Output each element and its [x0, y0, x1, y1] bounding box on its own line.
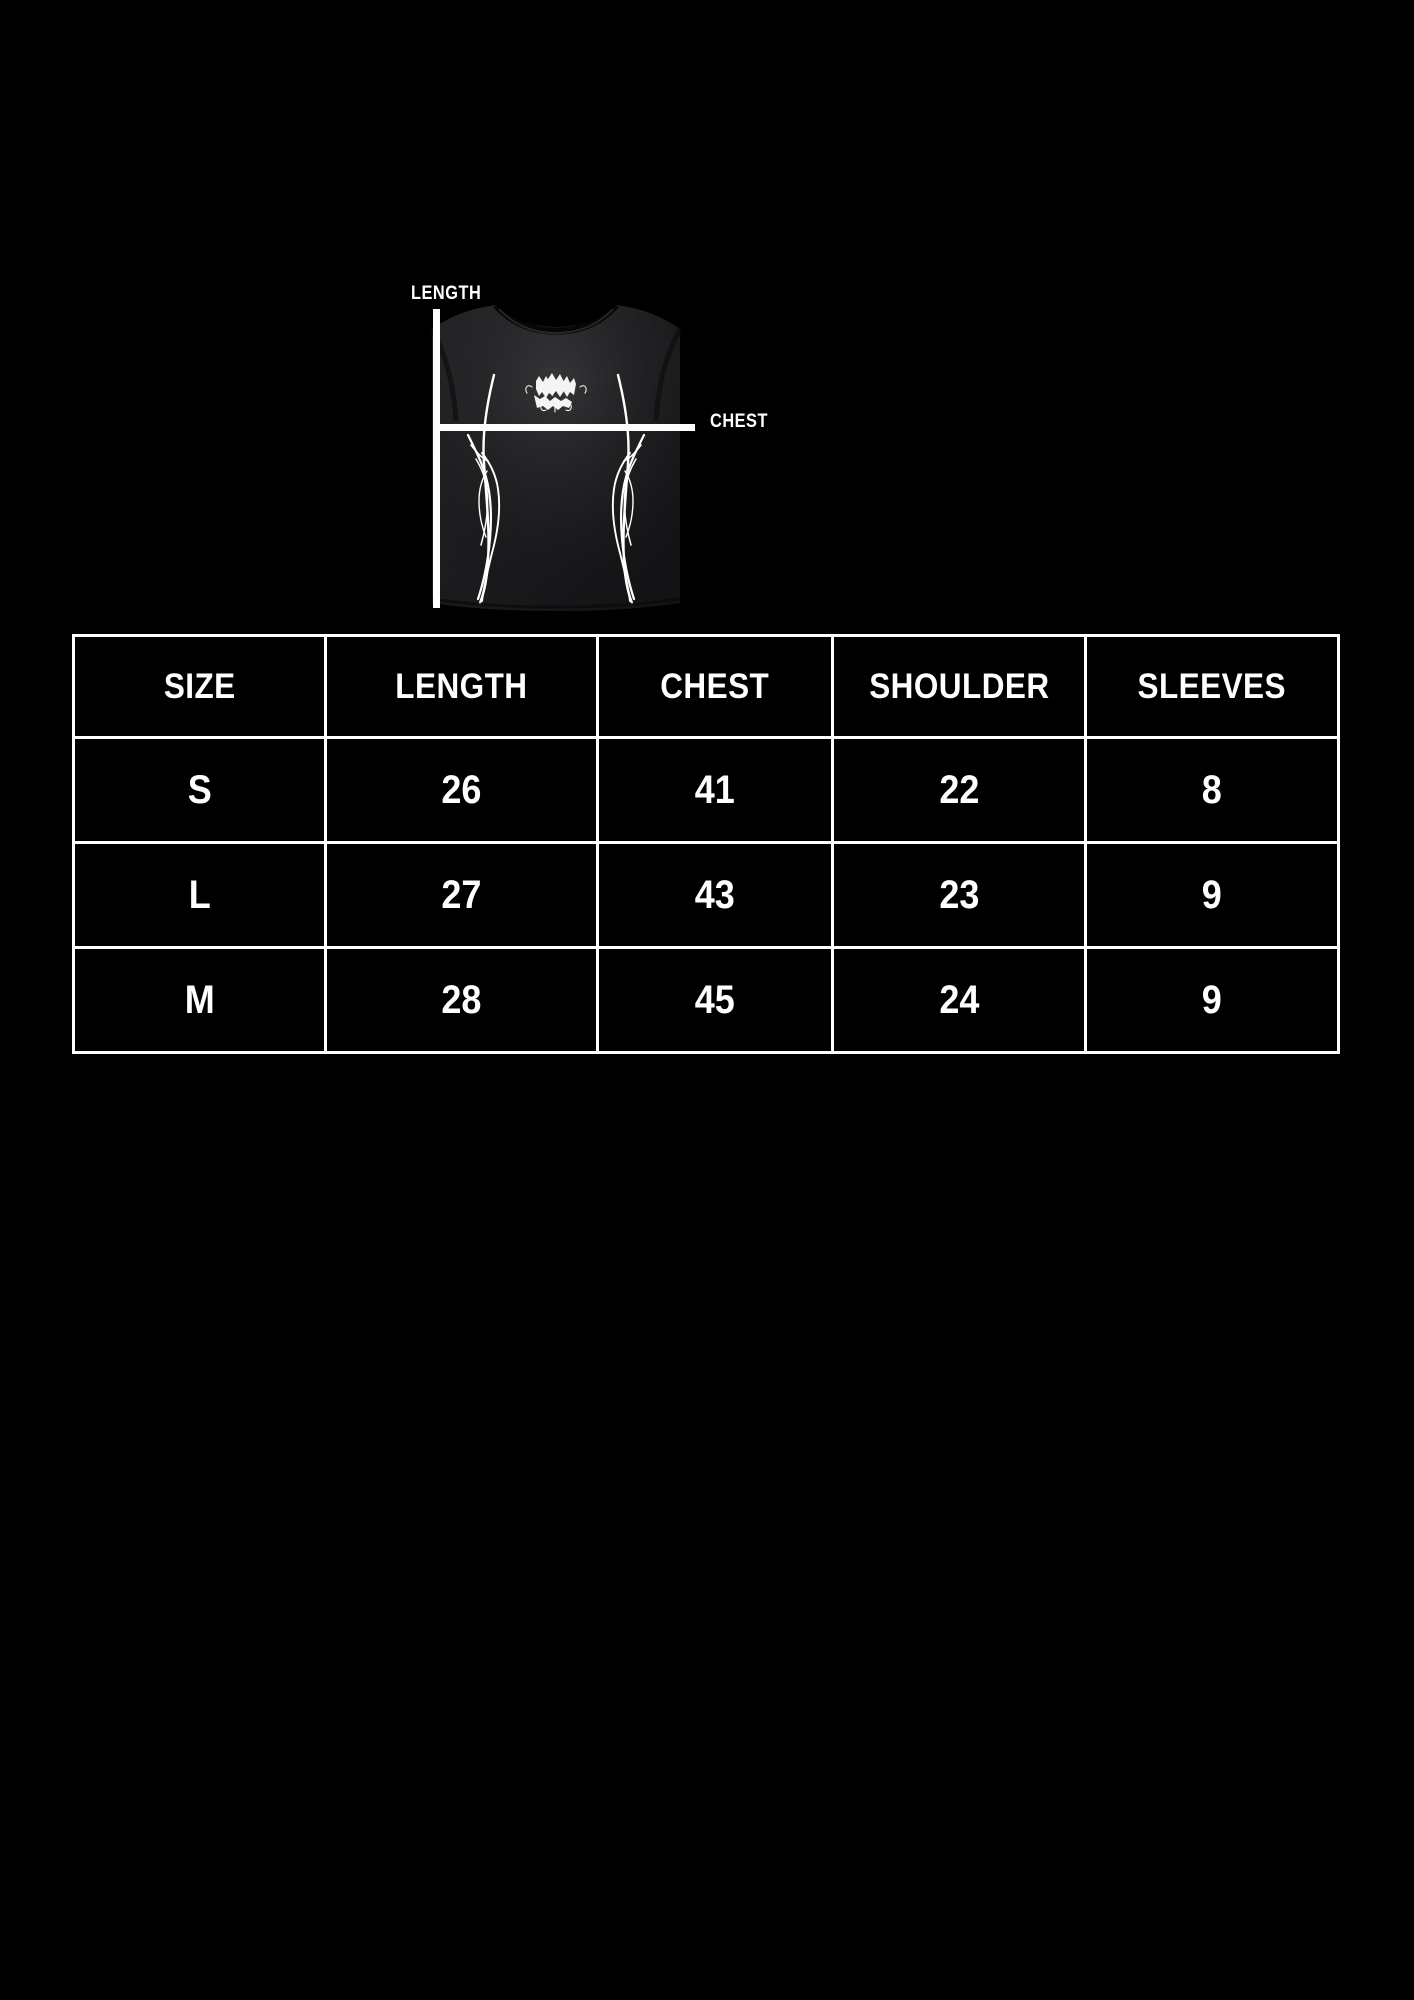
- cell-size: S: [71, 736, 328, 844]
- length-label: LENGTH: [411, 283, 482, 304]
- table-row: M 28 45 24 9: [71, 946, 1340, 1054]
- garment-illustration: [424, 303, 689, 613]
- cell-shoulder: 22: [830, 736, 1088, 844]
- table-row: S 26 41 22 8: [71, 736, 1340, 844]
- sleeveless-tee-graphic: [429, 303, 683, 611]
- tribal-flame-left: [466, 373, 501, 605]
- cell-sleeves: 9: [1084, 841, 1340, 949]
- hem-line: [431, 597, 681, 609]
- shirt-sheen: [432, 305, 680, 611]
- cell-size: L: [71, 841, 328, 949]
- table-header-row: SIZE LENGTH CHEST SHOULDER SLEEVES: [71, 634, 1340, 739]
- tribal-flame-right: [611, 373, 646, 605]
- size-chart-table: SIZE LENGTH CHEST SHOULDER SLEEVES S 26: [71, 634, 1340, 1054]
- column-header-length: LENGTH: [324, 634, 600, 739]
- cell-chest: 45: [596, 946, 834, 1054]
- cell-sleeves: 9: [1084, 946, 1340, 1054]
- column-header-chest: CHEST: [596, 634, 834, 739]
- cell-length: 28: [324, 946, 600, 1054]
- chest-label: CHEST: [710, 411, 768, 432]
- neckline: [493, 303, 619, 335]
- cell-shoulder: 24: [830, 946, 1088, 1054]
- cell-shoulder: 23: [830, 841, 1088, 949]
- table-row: L 27 43 23 9: [71, 841, 1340, 949]
- length-measure-line: [433, 309, 440, 608]
- cell-length: 27: [324, 841, 600, 949]
- column-header-shoulder: SHOULDER: [830, 634, 1088, 739]
- chest-logo-graphic: [525, 373, 587, 413]
- cell-sleeves: 8: [1084, 736, 1340, 844]
- measurement-diagram: LENGTH CHEST: [0, 0, 1414, 625]
- column-header-sleeves: SLEEVES: [1084, 634, 1340, 739]
- cell-length: 26: [324, 736, 600, 844]
- neckline-stitch: [498, 308, 614, 335]
- column-header-size: SIZE: [71, 634, 328, 739]
- cell-chest: 43: [596, 841, 834, 949]
- armhole-right: [653, 327, 683, 422]
- chest-measure-line: [433, 424, 695, 431]
- cell-size: M: [71, 946, 328, 1054]
- cell-chest: 41: [596, 736, 834, 844]
